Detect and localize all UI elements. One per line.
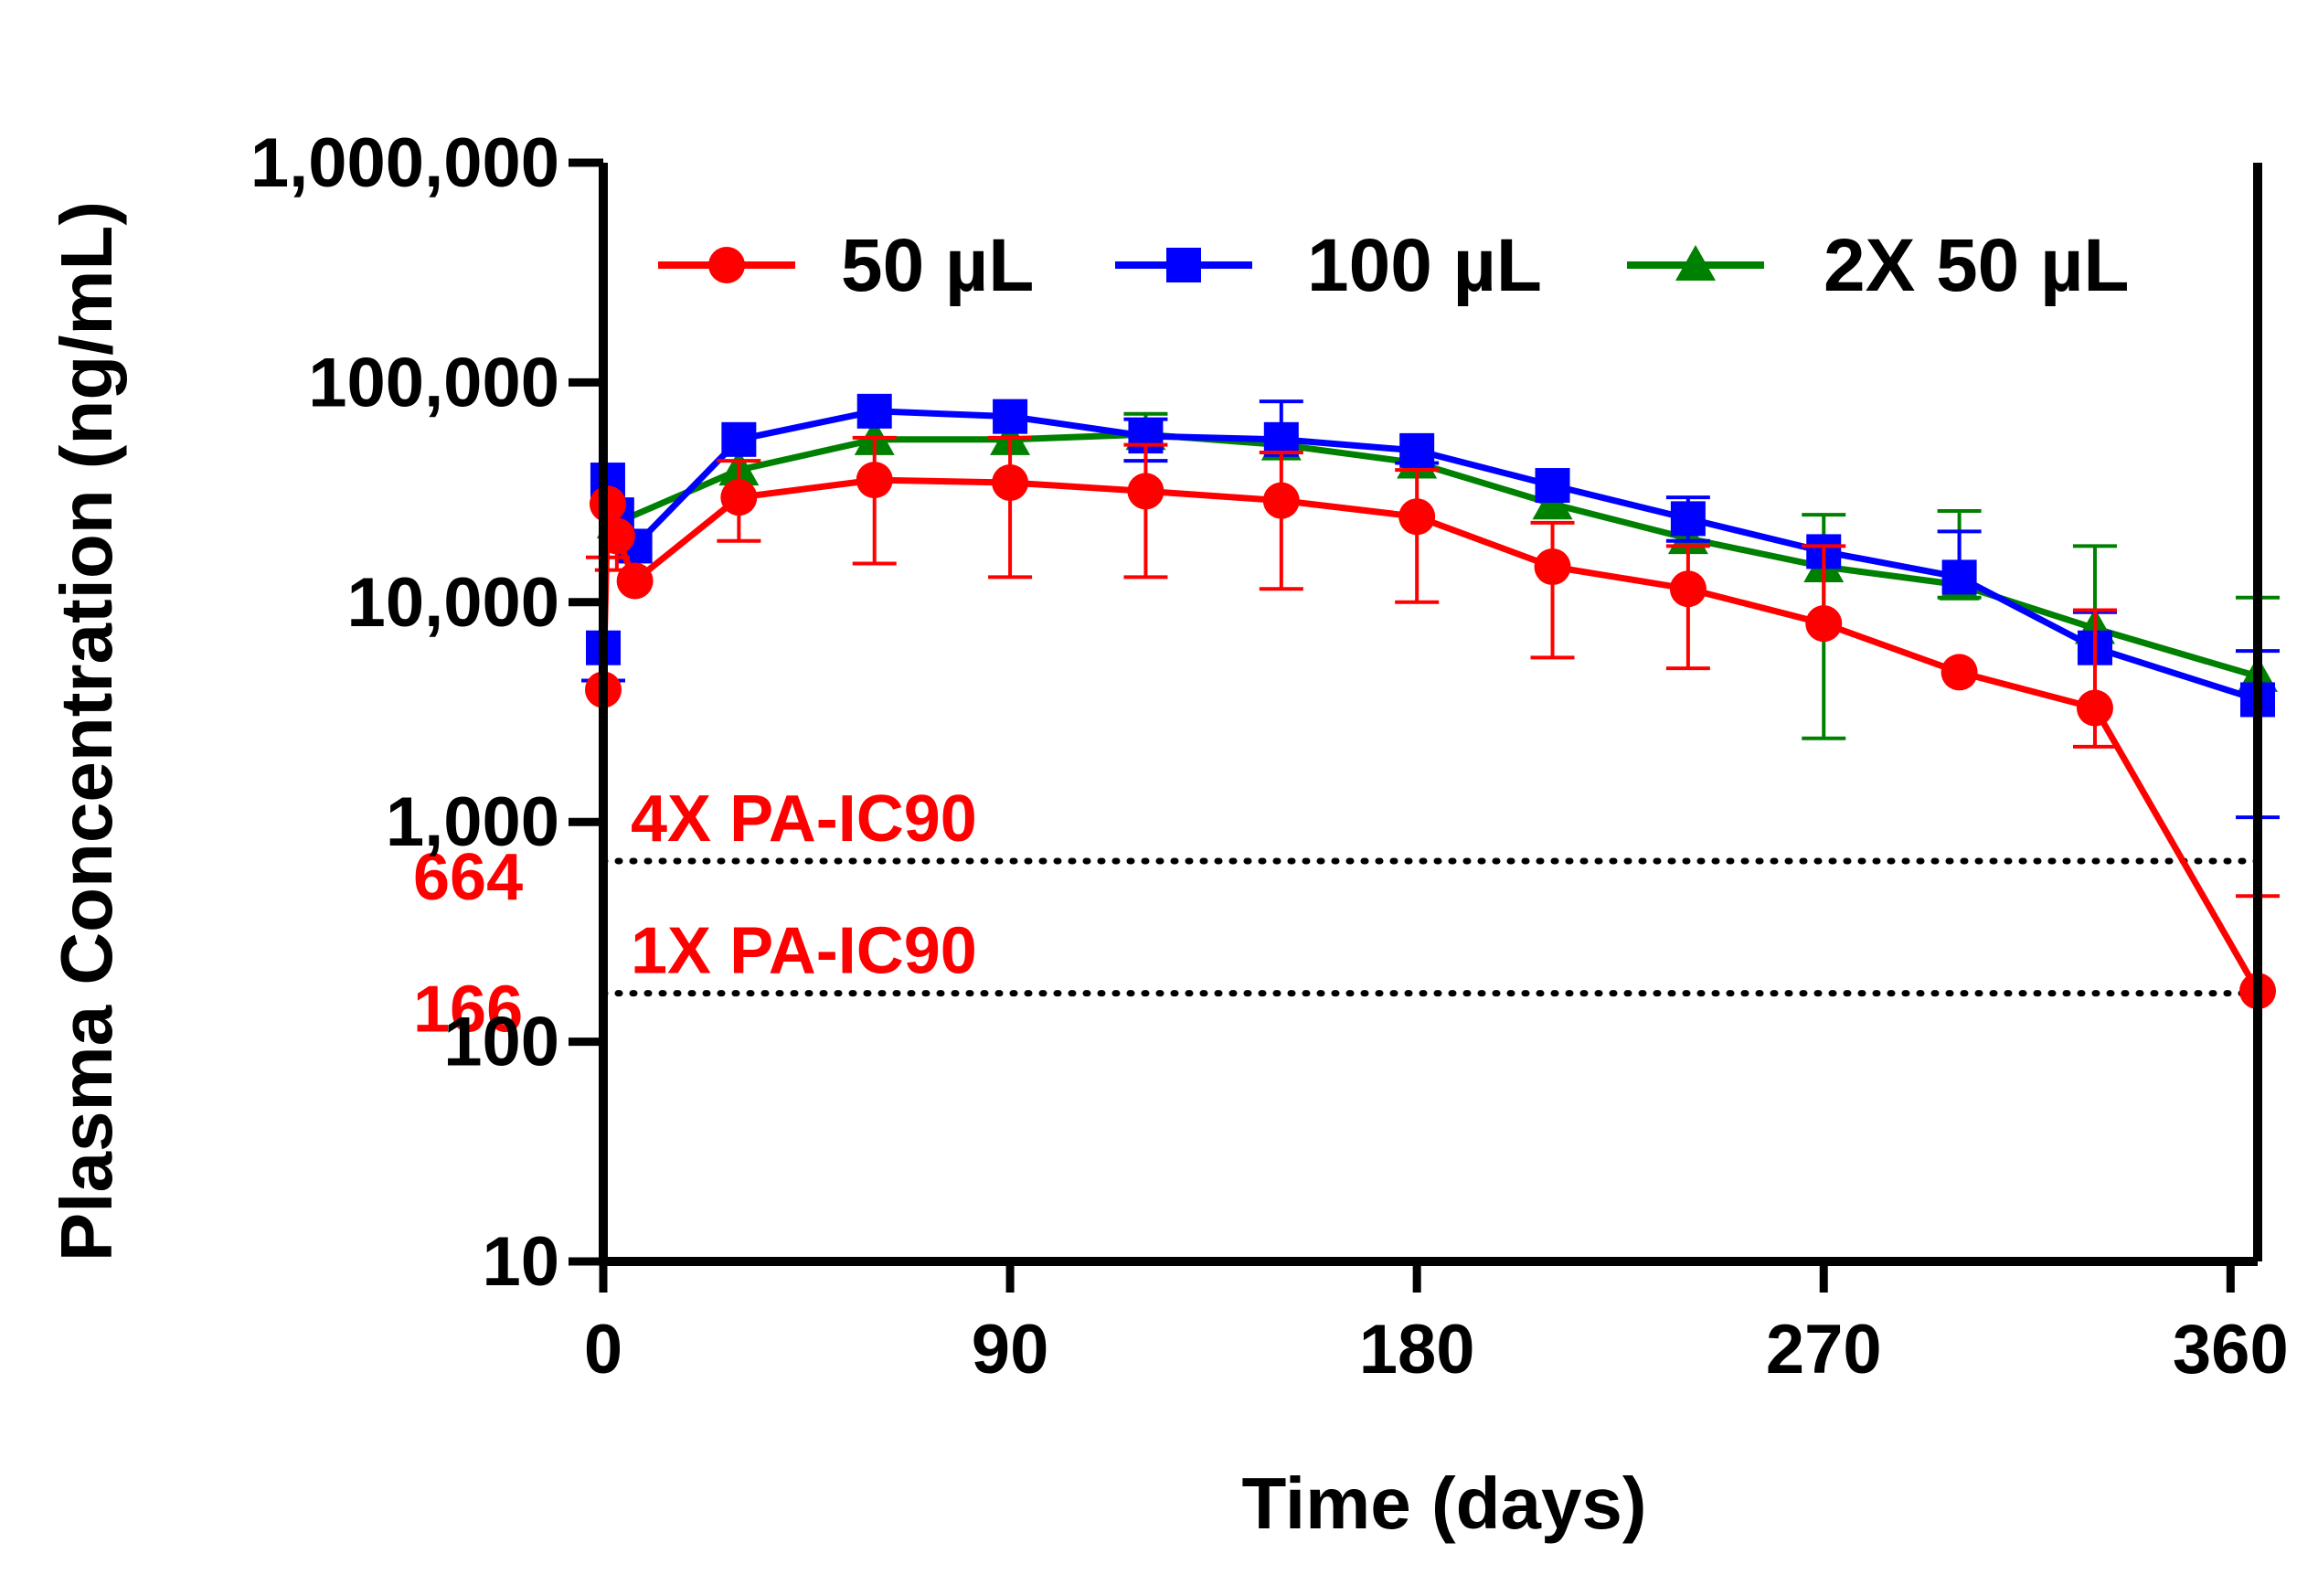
y-tick-label: 100,000 (308, 344, 559, 421)
data-point (616, 562, 654, 600)
data-point (1805, 605, 1843, 643)
y-tick-label: 1,000,000 (250, 124, 559, 202)
legend-marker (1166, 248, 1201, 282)
data-point (721, 421, 757, 457)
data-point (720, 479, 758, 516)
legend-label: 100 µL (1307, 224, 1542, 307)
legend-marker (1675, 245, 1716, 281)
data-point (1262, 482, 1300, 519)
data-point (1670, 501, 1706, 537)
data-point (1669, 570, 1707, 608)
y-axis-title: Plasma Concentration (ng/mL) (46, 201, 127, 1261)
x-tick-label: 0 (584, 1311, 622, 1389)
reference-line-label: 4X PA-IC90 (631, 782, 977, 856)
x-axis-title: Time (days) (1241, 1463, 1646, 1544)
x-tick-label: 180 (1359, 1311, 1475, 1389)
x-tick-label: 360 (2173, 1311, 2289, 1389)
y-tick-label: 10 (482, 1223, 559, 1301)
y-tick-label: 100 (443, 1004, 559, 1081)
data-point (856, 462, 893, 499)
reference-line-value: 166 (413, 974, 523, 1047)
data-point (1127, 473, 1164, 510)
labels: Plasma Concentration (ng/mL) Time (days)… (46, 124, 2289, 1544)
data-point (1535, 468, 1570, 504)
reference-line-label: 1X PA-IC90 (631, 915, 977, 988)
series-line (600, 476, 2261, 993)
data-point (2076, 689, 2113, 727)
y-tick-label: 1,000 (386, 783, 559, 861)
data-point (1399, 432, 1435, 468)
axes (569, 158, 2262, 1293)
legend-label: 2X 50 µL (1824, 224, 2129, 307)
reference-lines (600, 857, 2261, 997)
legend: 50 µL 100 µL 2X 50 µL (658, 224, 2129, 307)
data-point (993, 399, 1028, 434)
data-point (1534, 548, 1571, 586)
legend-label: 50 µL (841, 224, 1034, 307)
x-tick-label: 90 (972, 1311, 1049, 1389)
data-point (1941, 654, 1978, 691)
data-point (856, 393, 892, 429)
data-point (1398, 498, 1436, 536)
data-point (1941, 559, 1977, 595)
y-tick-label: 10,000 (347, 564, 559, 642)
x-tick-label: 270 (1766, 1311, 1882, 1389)
reference-line-value: 664 (413, 841, 523, 914)
data-point (992, 464, 1029, 502)
legend-marker (708, 247, 745, 283)
